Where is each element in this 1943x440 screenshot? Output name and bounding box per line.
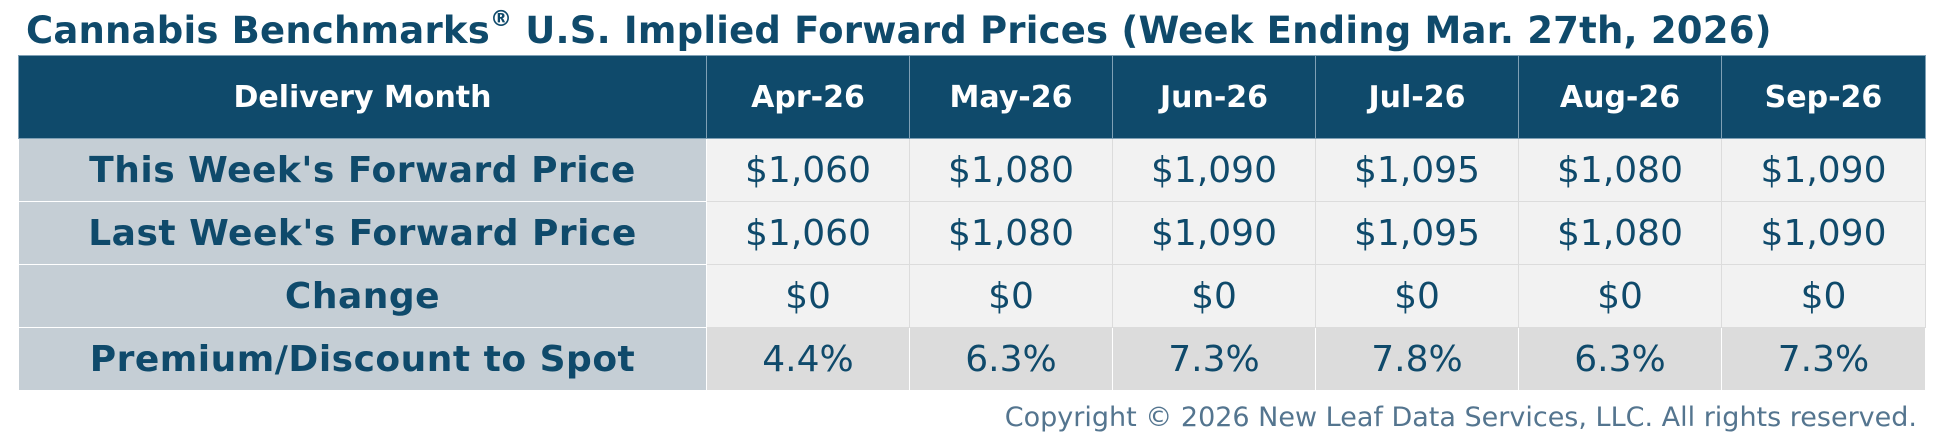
- table-cell: 7.3%: [1721, 327, 1926, 391]
- title-rest: U.S. Implied Forward Prices (Week Ending…: [512, 9, 1772, 52]
- table-cell: 7.8%: [1315, 327, 1519, 391]
- table-cell: $1,060: [706, 201, 910, 265]
- column-header-delivery-month: Delivery Month: [18, 55, 707, 139]
- table-cell: 6.3%: [909, 327, 1113, 391]
- table-cell: $1,080: [1518, 138, 1722, 202]
- table-cell: 7.3%: [1112, 327, 1316, 391]
- column-header-month: Aug-26: [1518, 55, 1722, 139]
- table-cell: $1,095: [1315, 138, 1519, 202]
- table-cell: 4.4%: [706, 327, 910, 391]
- table-cell: $0: [706, 264, 910, 328]
- forward-prices-table: Delivery Month Apr-26 May-26 Jun-26 Jul-…: [18, 55, 1926, 391]
- column-header-month: Jun-26: [1112, 55, 1316, 139]
- column-header-month: May-26: [909, 55, 1113, 139]
- page-title: Cannabis Benchmarks® U.S. Implied Forwar…: [26, 6, 1772, 56]
- table-row-last-week: Last Week's Forward Price $1,060 $1,080 …: [18, 201, 1926, 265]
- column-header-month: Sep-26: [1721, 55, 1926, 139]
- row-label: Change: [18, 264, 707, 328]
- table-cell: $1,090: [1721, 201, 1926, 265]
- table-cell: $1,060: [706, 138, 910, 202]
- table-row-premium: Premium/Discount to Spot 4.4% 6.3% 7.3% …: [18, 327, 1926, 391]
- row-label: Premium/Discount to Spot: [18, 327, 707, 391]
- table-row-change: Change $0 $0 $0 $0 $0 $0: [18, 264, 1926, 328]
- row-label: This Week's Forward Price: [18, 138, 707, 202]
- table-cell: $1,095: [1315, 201, 1519, 265]
- table-cell: $0: [1315, 264, 1519, 328]
- table-cell: $1,080: [909, 201, 1113, 265]
- table-row-this-week: This Week's Forward Price $1,060 $1,080 …: [18, 138, 1926, 202]
- table-cell: 6.3%: [1518, 327, 1722, 391]
- column-header-month: Apr-26: [706, 55, 910, 139]
- copyright-notice: Copyright © 2026 New Leaf Data Services,…: [1004, 402, 1917, 433]
- table-cell: $0: [1518, 264, 1722, 328]
- column-header-month: Jul-26: [1315, 55, 1519, 139]
- title-brand: Cannabis Benchmarks: [26, 9, 490, 52]
- row-label: Last Week's Forward Price: [18, 201, 707, 265]
- table-cell: $1,080: [909, 138, 1113, 202]
- table-cell: $1,090: [1721, 138, 1926, 202]
- registered-mark: ®: [489, 6, 513, 32]
- table-cell: $1,090: [1112, 138, 1316, 202]
- table-cell: $1,090: [1112, 201, 1316, 265]
- table-cell: $0: [909, 264, 1113, 328]
- table-cell: $0: [1721, 264, 1926, 328]
- header-row: Delivery Month Apr-26 May-26 Jun-26 Jul-…: [18, 55, 1926, 139]
- table-cell: $0: [1112, 264, 1316, 328]
- table-cell: $1,080: [1518, 201, 1722, 265]
